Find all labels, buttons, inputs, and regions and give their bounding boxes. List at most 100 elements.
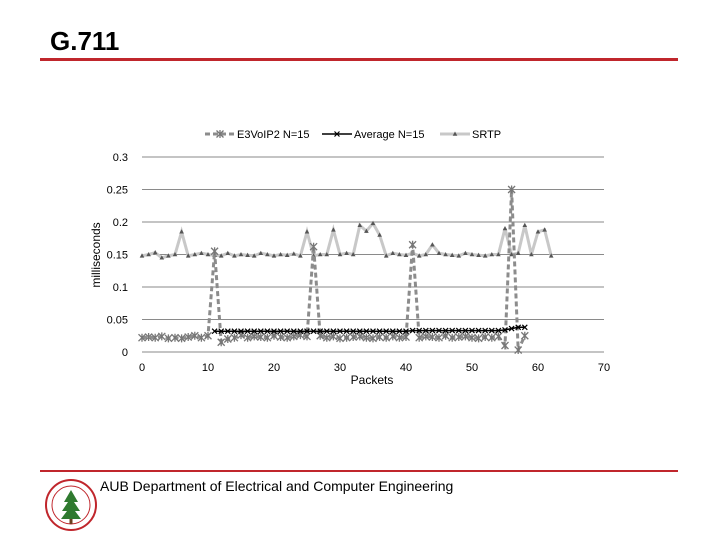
data-point: [388, 332, 397, 341]
data-point: [364, 228, 369, 233]
data-point: [468, 333, 476, 342]
data-point: [225, 250, 231, 255]
data-point: [409, 327, 416, 334]
data-point: [210, 247, 219, 256]
data-point: [256, 333, 265, 342]
data-point: [495, 327, 502, 334]
x-tick-label: 50: [466, 362, 478, 374]
data-point: [265, 252, 270, 257]
data-point: [383, 253, 389, 258]
data-point: [403, 328, 409, 335]
data-point: [430, 242, 435, 247]
data-point: [291, 251, 297, 256]
data-point: [310, 328, 317, 335]
data-point: [238, 252, 244, 257]
data-point: [303, 332, 311, 341]
aub-logo-icon: [45, 479, 97, 531]
data-point: [452, 131, 458, 136]
data-point: [317, 252, 323, 257]
data-point: [349, 333, 358, 342]
data-point: [436, 250, 442, 255]
data-point: [192, 252, 198, 257]
data-point: [284, 328, 291, 335]
data-point: [172, 252, 178, 257]
legend-item: SRTP: [440, 129, 501, 141]
data-point: [184, 333, 193, 342]
data-point: [330, 328, 337, 335]
y-tick-label: 0.15: [107, 250, 128, 262]
data-point: [317, 328, 324, 335]
data-point: [469, 252, 475, 257]
series-1: [211, 324, 528, 335]
data-point: [370, 328, 376, 335]
data-point: [529, 252, 534, 257]
data-point: [462, 327, 469, 334]
data-point: [515, 250, 521, 255]
data-point: [139, 253, 145, 258]
legend-label: Average N=15: [354, 129, 424, 141]
data-point: [355, 332, 364, 341]
data-point: [304, 328, 310, 335]
data-point: [496, 252, 501, 257]
data-point: [329, 332, 338, 341]
data-point: [205, 252, 211, 257]
x-tick-label: 10: [202, 362, 214, 374]
y-axis-label: milliseconds: [89, 222, 103, 287]
data-point: [177, 334, 186, 343]
data-point: [369, 334, 377, 343]
data-point: [231, 328, 238, 335]
legend-label: E3VoIP2 N=15: [237, 129, 309, 141]
data-point: [377, 232, 382, 237]
data-point: [171, 333, 179, 342]
data-point: [197, 333, 206, 342]
data-point: [454, 333, 463, 342]
data-point: [389, 328, 396, 335]
data-point: [334, 131, 340, 137]
data-point: [151, 333, 160, 342]
data-point: [415, 333, 424, 342]
data-point: [278, 252, 283, 257]
data-point: [224, 328, 231, 335]
x-axis-label: Packets: [351, 373, 394, 387]
data-point: [488, 327, 495, 334]
data-point: [190, 331, 199, 340]
data-point: [223, 335, 232, 343]
data-point: [258, 250, 264, 255]
data-point: [185, 253, 191, 258]
data-point: [455, 327, 462, 334]
data-point: [403, 252, 409, 257]
data-point: [271, 253, 277, 258]
data-point: [487, 333, 496, 342]
data-point: [250, 332, 259, 341]
data-point: [159, 255, 165, 260]
data-point: [230, 333, 239, 342]
data-point: [408, 240, 417, 249]
data-point: [232, 253, 237, 258]
title-divider: [40, 58, 678, 61]
data-point: [343, 328, 350, 335]
legend-item: Average N=15: [322, 129, 424, 141]
legend-item: E3VoIP2 N=15: [205, 129, 309, 141]
data-point: [217, 338, 226, 347]
y-tick-label: 0: [122, 347, 128, 359]
data-point: [481, 333, 490, 342]
data-point: [448, 333, 457, 342]
data-point: [535, 229, 541, 234]
data-point: [179, 229, 184, 234]
data-point: [463, 250, 468, 255]
footer-text: AUB Department of Electrical and Compute…: [100, 478, 454, 494]
data-point: [216, 130, 224, 138]
data-point: [336, 334, 344, 343]
data-point: [501, 341, 509, 350]
data-point: [263, 333, 272, 342]
data-point: [423, 252, 429, 257]
data-point: [456, 253, 462, 258]
data-point: [382, 333, 391, 342]
line-chart: 0 0.05 0.1 0.15 0.2 0.25 0.3 0 10 20 30 40 50 60 70 E3…: [89, 129, 610, 387]
y-tick-label: 0.2: [113, 217, 128, 229]
x-tick-label: 70: [598, 362, 610, 374]
data-point: [138, 333, 146, 342]
data-point: [337, 252, 343, 257]
data-point: [357, 222, 363, 228]
data-point: [283, 333, 292, 342]
